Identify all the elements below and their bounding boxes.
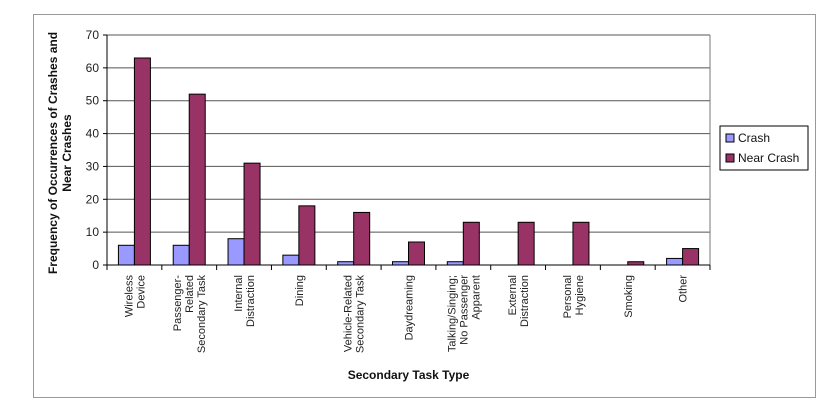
bar-near-crash xyxy=(572,221,590,266)
y-tick-label: 70 xyxy=(86,28,100,42)
x-tick-label: Dining xyxy=(294,275,306,306)
x-tick-label: WirelessDevice xyxy=(123,275,147,318)
x-tick-label: Smoking xyxy=(623,275,635,318)
legend-swatch xyxy=(725,153,735,163)
bar-crash xyxy=(117,244,135,266)
bar-near-crash xyxy=(462,221,480,266)
bar-crash xyxy=(392,261,409,266)
legend-label: Crash xyxy=(738,131,770,145)
bar-crash xyxy=(282,254,300,266)
y-axis-title: Frequency of Occurrences of Crashes and … xyxy=(46,31,74,275)
x-tick-label: Daydreaming xyxy=(404,275,416,340)
y-tick-label: 10 xyxy=(86,225,100,239)
y-tick-label: 60 xyxy=(86,61,100,75)
chart-frame xyxy=(33,14,816,398)
legend-box xyxy=(719,125,809,171)
y-tick-label: 40 xyxy=(86,127,100,141)
y-tick-label: 30 xyxy=(86,159,100,173)
bar-near-crash xyxy=(517,221,535,266)
x-tick-label: Vehicle-RelatedSecondary Task xyxy=(343,275,367,354)
x-tick-label: InternalDistraction xyxy=(233,275,257,327)
bar-near-crash xyxy=(133,57,151,266)
bar-crash xyxy=(666,257,684,266)
bar-near-crash xyxy=(353,211,371,266)
bar-crash xyxy=(446,261,464,266)
x-tick-label: Talking/Singing;No PassengerApparent xyxy=(446,275,482,352)
y-tick-label: 0 xyxy=(92,258,99,272)
y-tick-label: 50 xyxy=(86,94,100,108)
bar-crash xyxy=(172,244,190,266)
x-tick-label: PersonalHygiene xyxy=(562,275,586,318)
bar-near-crash xyxy=(682,248,700,266)
x-tick-label: Passenger-RelatedSecondary Task xyxy=(172,275,208,354)
legend-label: Near Crash xyxy=(738,151,799,165)
x-tick-label: ExternalDistraction xyxy=(507,275,531,327)
bar-near-crash xyxy=(627,261,645,266)
legend-swatch xyxy=(725,133,735,143)
bar-near-crash xyxy=(243,162,261,266)
bar-near-crash xyxy=(408,241,425,266)
y-tick-label: 20 xyxy=(86,192,100,206)
bar-crash xyxy=(227,238,245,266)
bar-near-crash xyxy=(188,93,206,266)
x-axis-title: Secondary Task Type xyxy=(348,368,470,382)
x-tick-label: Other xyxy=(678,275,690,303)
bar-crash xyxy=(337,261,355,266)
bar-near-crash xyxy=(298,205,316,266)
